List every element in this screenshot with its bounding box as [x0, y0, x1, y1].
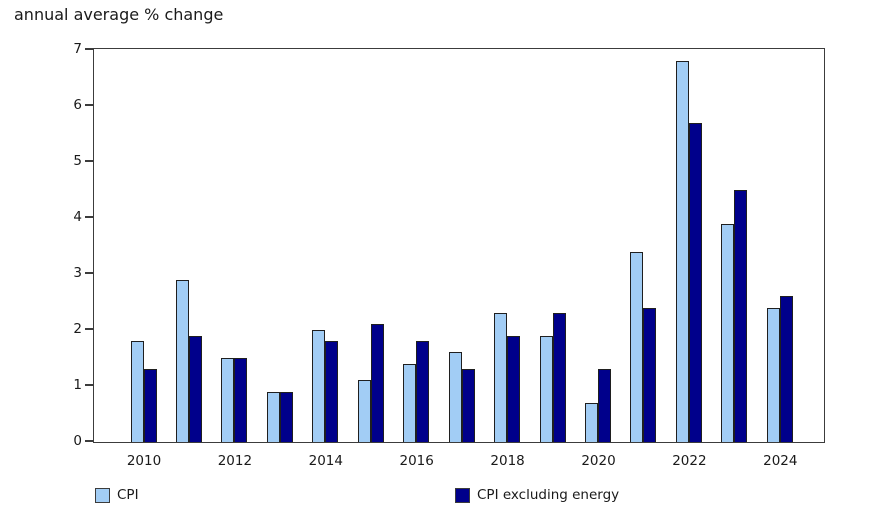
- y-tick-7: [85, 48, 93, 50]
- bar-cpi-excluding-energy-2021: [643, 307, 657, 442]
- y-tick-0: [85, 440, 93, 442]
- x-tick-label-2018: 2018: [490, 453, 525, 469]
- bar-cpi-excluding-energy-2019: [552, 313, 566, 442]
- bar-cpi-excluding-energy-2016: [416, 341, 430, 442]
- legend-item-cpi: CPI: [95, 487, 139, 503]
- bar-cpi-2018: [494, 313, 508, 442]
- plot-area: [93, 48, 825, 443]
- bar-cpi-excluding-energy-2024: [779, 296, 793, 442]
- y-tick-3: [85, 272, 93, 274]
- bar-cpi-excluding-energy-2011: [188, 335, 202, 442]
- x-tick-label-2012: 2012: [217, 453, 253, 469]
- bar-cpi-2022: [675, 61, 689, 442]
- bar-cpi-2019: [539, 335, 553, 442]
- y-tick-label-2: 2: [73, 321, 82, 337]
- bar-cpi-excluding-energy-2020: [598, 369, 611, 442]
- x-tick-label-2016: 2016: [399, 453, 434, 469]
- bar-cpi-2010: [130, 341, 144, 442]
- bar-cpi-excluding-energy-2014: [325, 341, 339, 442]
- y-tick-6: [85, 104, 93, 106]
- y-tick-label-5: 5: [73, 153, 82, 169]
- bar-cpi-excluding-energy-2022: [688, 122, 702, 442]
- bar-cpi-excluding-energy-2012: [234, 358, 248, 442]
- bar-cpi-2016: [403, 363, 417, 442]
- y-tick-label-7: 7: [73, 41, 82, 57]
- legend-label-cpi-excluding-energy: CPI excluding energy: [477, 487, 620, 503]
- legend-item-cpi-excluding-energy: CPI excluding energy: [455, 487, 619, 503]
- chart-title: annual average % change: [14, 5, 224, 24]
- bar-cpi-2014: [312, 330, 326, 442]
- bar-cpi-2017: [448, 352, 462, 442]
- legend-label-cpi: CPI: [117, 487, 139, 503]
- bar-cpi-2015: [357, 380, 371, 442]
- bar-cpi-excluding-energy-2018: [507, 335, 521, 442]
- legend-swatch-cpi: [95, 487, 110, 503]
- legend-swatch-cpi-excluding-energy: [455, 487, 470, 503]
- bar-cpi-excluding-energy-2015: [370, 324, 384, 442]
- bar-cpi-excluding-energy-2017: [461, 369, 475, 442]
- x-tick-label-2020: 2020: [581, 453, 616, 469]
- bar-cpi-2020: [585, 402, 598, 442]
- x-tick-label-2022: 2022: [672, 453, 707, 469]
- y-tick-label-3: 3: [73, 265, 82, 281]
- y-tick-2: [85, 328, 93, 330]
- x-tick-label-2024: 2024: [763, 453, 798, 469]
- y-tick-label-4: 4: [73, 209, 82, 225]
- bar-cpi-excluding-energy-2010: [143, 369, 157, 442]
- x-tick-label-2010: 2010: [126, 453, 162, 469]
- y-tick-label-6: 6: [73, 97, 82, 113]
- bar-cpi-excluding-energy-2023: [734, 190, 748, 442]
- bar-cpi-excluding-energy-2013: [279, 391, 293, 442]
- bar-cpi-2012: [221, 358, 235, 442]
- x-tick-label-2014: 2014: [308, 453, 343, 469]
- bar-cpi-2013: [266, 391, 280, 442]
- bar-cpi-2021: [630, 251, 644, 442]
- y-tick-4: [85, 216, 93, 218]
- bar-cpi-2024: [766, 307, 780, 442]
- y-tick-1: [85, 384, 93, 386]
- bar-cpi-2011: [175, 279, 189, 442]
- y-tick-label-1: 1: [73, 377, 82, 393]
- bar-cpi-2023: [721, 223, 735, 442]
- y-tick-5: [85, 160, 93, 162]
- y-tick-label-0: 0: [73, 433, 82, 449]
